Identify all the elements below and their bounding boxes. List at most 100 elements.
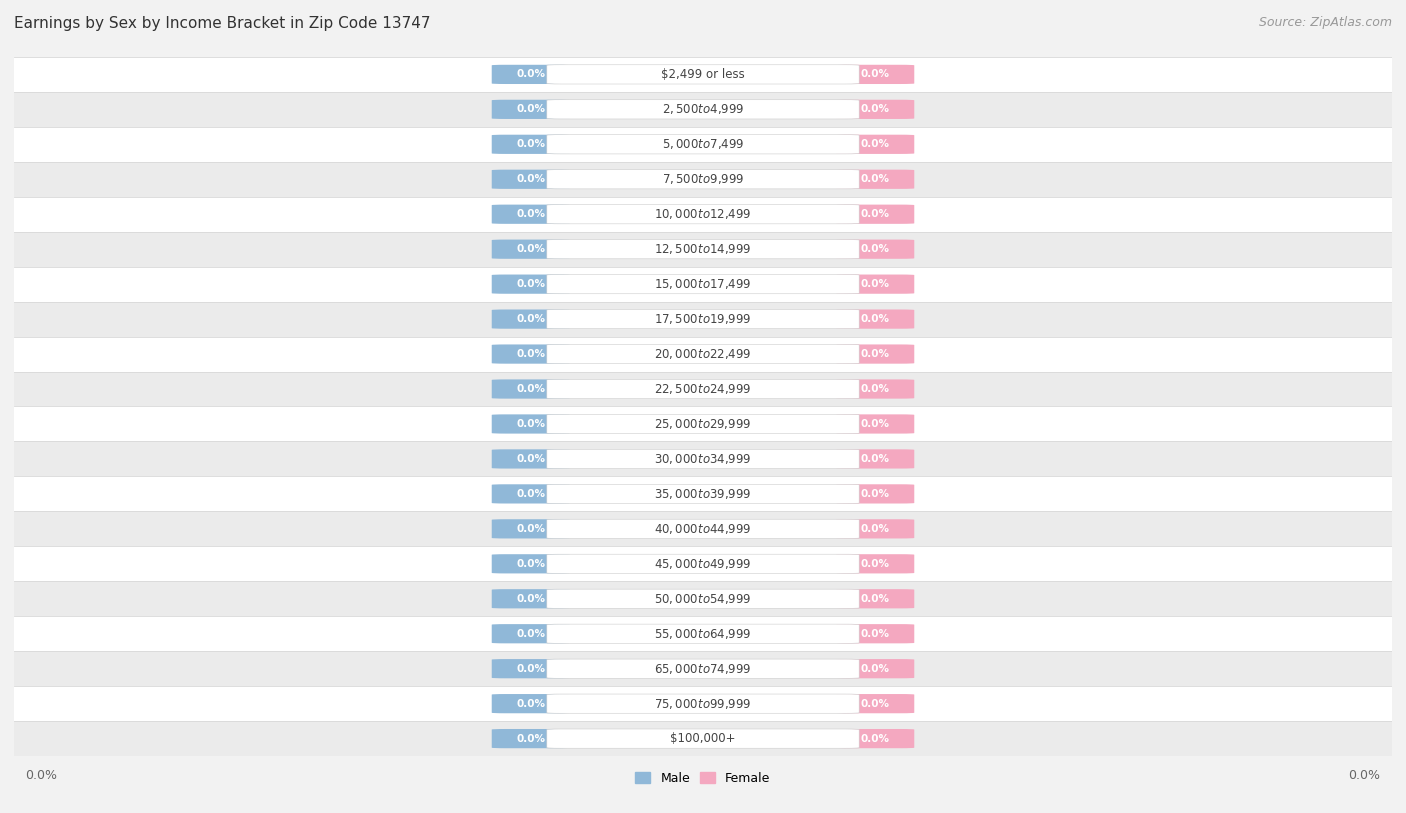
Text: 0.0%: 0.0% bbox=[860, 663, 890, 674]
Text: 0.0%: 0.0% bbox=[860, 559, 890, 569]
Text: 0.0%: 0.0% bbox=[860, 104, 890, 115]
FancyBboxPatch shape bbox=[492, 205, 569, 224]
Legend: Male, Female: Male, Female bbox=[631, 767, 775, 789]
Bar bbox=[14, 511, 1392, 546]
FancyBboxPatch shape bbox=[492, 729, 569, 748]
FancyBboxPatch shape bbox=[837, 659, 914, 678]
FancyBboxPatch shape bbox=[837, 310, 914, 328]
Text: $2,500 to $4,999: $2,500 to $4,999 bbox=[662, 102, 744, 116]
Text: 0.0%: 0.0% bbox=[860, 454, 890, 464]
FancyBboxPatch shape bbox=[547, 240, 859, 259]
FancyBboxPatch shape bbox=[837, 694, 914, 713]
Text: 0.0%: 0.0% bbox=[860, 349, 890, 359]
Bar bbox=[14, 302, 1392, 337]
Bar bbox=[14, 546, 1392, 581]
Text: 0.0%: 0.0% bbox=[516, 104, 546, 115]
Text: 0.0%: 0.0% bbox=[860, 698, 890, 709]
Bar bbox=[14, 651, 1392, 686]
Text: 0.0%: 0.0% bbox=[516, 69, 546, 80]
Text: 0.0%: 0.0% bbox=[860, 69, 890, 80]
FancyBboxPatch shape bbox=[547, 520, 859, 538]
Text: 0.0%: 0.0% bbox=[516, 209, 546, 220]
Text: 0.0%: 0.0% bbox=[516, 139, 546, 150]
Bar bbox=[14, 127, 1392, 162]
FancyBboxPatch shape bbox=[547, 345, 859, 363]
FancyBboxPatch shape bbox=[492, 65, 569, 84]
FancyBboxPatch shape bbox=[492, 415, 569, 433]
Text: 0.0%: 0.0% bbox=[516, 628, 546, 639]
Text: $22,500 to $24,999: $22,500 to $24,999 bbox=[654, 382, 752, 396]
Bar bbox=[14, 267, 1392, 302]
FancyBboxPatch shape bbox=[492, 485, 569, 503]
Text: 0.0%: 0.0% bbox=[516, 384, 546, 394]
Bar bbox=[14, 372, 1392, 406]
FancyBboxPatch shape bbox=[837, 240, 914, 259]
FancyBboxPatch shape bbox=[837, 729, 914, 748]
FancyBboxPatch shape bbox=[547, 589, 859, 608]
FancyBboxPatch shape bbox=[492, 520, 569, 538]
FancyBboxPatch shape bbox=[547, 729, 859, 748]
Bar bbox=[14, 581, 1392, 616]
Text: $35,000 to $39,999: $35,000 to $39,999 bbox=[654, 487, 752, 501]
Text: 0.0%: 0.0% bbox=[516, 454, 546, 464]
Text: 0.0%: 0.0% bbox=[516, 663, 546, 674]
Bar bbox=[14, 162, 1392, 197]
Text: 0.0%: 0.0% bbox=[860, 384, 890, 394]
FancyBboxPatch shape bbox=[837, 450, 914, 468]
FancyBboxPatch shape bbox=[492, 659, 569, 678]
FancyBboxPatch shape bbox=[547, 135, 859, 154]
FancyBboxPatch shape bbox=[837, 345, 914, 363]
FancyBboxPatch shape bbox=[492, 624, 569, 643]
FancyBboxPatch shape bbox=[837, 520, 914, 538]
Text: $25,000 to $29,999: $25,000 to $29,999 bbox=[654, 417, 752, 431]
Text: $40,000 to $44,999: $40,000 to $44,999 bbox=[654, 522, 752, 536]
FancyBboxPatch shape bbox=[547, 205, 859, 224]
FancyBboxPatch shape bbox=[837, 205, 914, 224]
Bar bbox=[14, 92, 1392, 127]
Bar bbox=[14, 197, 1392, 232]
Text: $50,000 to $54,999: $50,000 to $54,999 bbox=[654, 592, 752, 606]
Text: 0.0%: 0.0% bbox=[516, 524, 546, 534]
Text: 0.0%: 0.0% bbox=[860, 279, 890, 289]
Text: 0.0%: 0.0% bbox=[516, 733, 546, 744]
Text: 0.0%: 0.0% bbox=[516, 314, 546, 324]
FancyBboxPatch shape bbox=[837, 485, 914, 503]
FancyBboxPatch shape bbox=[492, 310, 569, 328]
FancyBboxPatch shape bbox=[547, 694, 859, 713]
Text: $30,000 to $34,999: $30,000 to $34,999 bbox=[654, 452, 752, 466]
Bar bbox=[14, 337, 1392, 372]
Bar bbox=[14, 406, 1392, 441]
FancyBboxPatch shape bbox=[837, 100, 914, 119]
Bar bbox=[14, 476, 1392, 511]
Text: 0.0%: 0.0% bbox=[516, 244, 546, 254]
Text: $20,000 to $22,499: $20,000 to $22,499 bbox=[654, 347, 752, 361]
Text: 0.0%: 0.0% bbox=[860, 174, 890, 185]
Text: 0.0%: 0.0% bbox=[860, 628, 890, 639]
FancyBboxPatch shape bbox=[837, 415, 914, 433]
Text: $100,000+: $100,000+ bbox=[671, 733, 735, 745]
FancyBboxPatch shape bbox=[492, 240, 569, 259]
Text: 0.0%: 0.0% bbox=[516, 559, 546, 569]
Text: 0.0%: 0.0% bbox=[860, 209, 890, 220]
Text: 0.0%: 0.0% bbox=[860, 139, 890, 150]
FancyBboxPatch shape bbox=[837, 170, 914, 189]
FancyBboxPatch shape bbox=[547, 415, 859, 433]
Text: 0.0%: 0.0% bbox=[516, 489, 546, 499]
FancyBboxPatch shape bbox=[837, 554, 914, 573]
FancyBboxPatch shape bbox=[547, 485, 859, 503]
FancyBboxPatch shape bbox=[837, 589, 914, 608]
Bar bbox=[14, 232, 1392, 267]
FancyBboxPatch shape bbox=[547, 380, 859, 398]
FancyBboxPatch shape bbox=[492, 694, 569, 713]
Text: 0.0%: 0.0% bbox=[516, 698, 546, 709]
Text: Source: ZipAtlas.com: Source: ZipAtlas.com bbox=[1258, 16, 1392, 29]
Text: $12,500 to $14,999: $12,500 to $14,999 bbox=[654, 242, 752, 256]
FancyBboxPatch shape bbox=[492, 380, 569, 398]
Text: $15,000 to $17,499: $15,000 to $17,499 bbox=[654, 277, 752, 291]
Text: 0.0%: 0.0% bbox=[860, 489, 890, 499]
Text: $65,000 to $74,999: $65,000 to $74,999 bbox=[654, 662, 752, 676]
Bar bbox=[14, 616, 1392, 651]
Text: 0.0%: 0.0% bbox=[860, 244, 890, 254]
Bar bbox=[14, 441, 1392, 476]
FancyBboxPatch shape bbox=[837, 380, 914, 398]
